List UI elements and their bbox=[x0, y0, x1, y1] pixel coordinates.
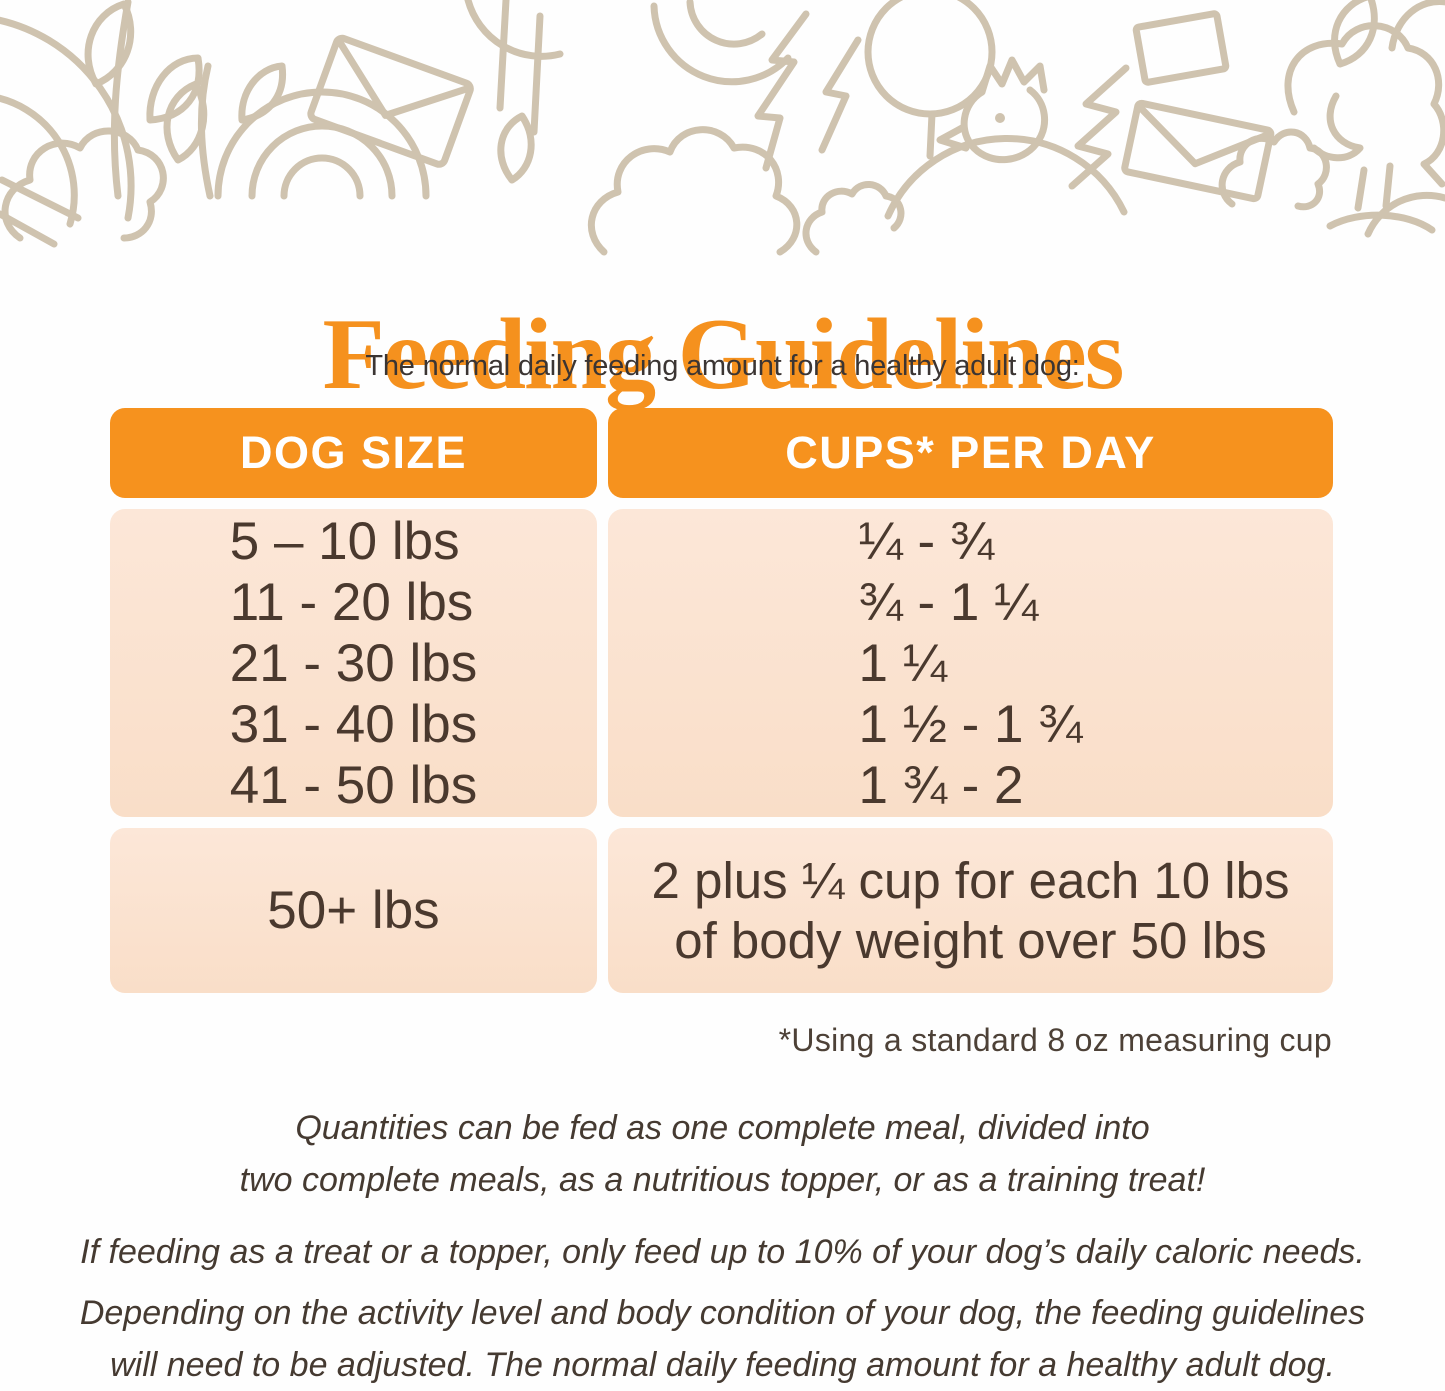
cup-amount-list: ¼ - ¾ ¾ - 1 ¼ 1 ¼ 1 ½ - 1 ¾ 1 ¾ - 2 bbox=[859, 511, 1083, 816]
rainbow-arc-icon bbox=[884, 135, 1128, 220]
grass-icon bbox=[754, 10, 810, 172]
dog-size-list: 5 – 10 lbs 11 - 20 lbs 21 - 30 lbs 31 - … bbox=[230, 511, 477, 816]
cup-amount-50-plus: 2 plus ¼ cup for each 10 lbs of body wei… bbox=[652, 851, 1290, 971]
chick-stem-icon bbox=[926, 110, 936, 160]
table-row: of body weight over 50 lbs bbox=[674, 911, 1267, 969]
hen-pecking-icon bbox=[1284, 22, 1445, 188]
note-line: Depending on the activity level and body… bbox=[79, 1294, 1366, 1332]
envelope-icon bbox=[307, 34, 474, 168]
table-row: 1 ¼ bbox=[858, 633, 947, 693]
rainbow-arc-icon bbox=[214, 88, 430, 200]
leaf-icon bbox=[163, 80, 208, 164]
rainbow-arc-icon bbox=[280, 154, 364, 200]
table-row: 5 – 10 lbs bbox=[229, 511, 460, 571]
sun-icon bbox=[686, 0, 766, 48]
cloud-icon bbox=[1, 127, 167, 242]
table-row: 2 plus ¼ cup for each 10 lbs bbox=[651, 851, 1290, 909]
rooster-comb-icon bbox=[978, 56, 1048, 96]
feeding-note-activity: Depending on the activity level and body… bbox=[0, 1287, 1445, 1391]
leaf-icon bbox=[146, 54, 203, 124]
hen-leg-icon bbox=[1354, 166, 1368, 212]
header-decoration bbox=[0, 0, 1445, 268]
hen-leg-icon bbox=[1382, 162, 1394, 210]
column-header-dog-size: DOG SIZE bbox=[110, 408, 597, 498]
card-icon bbox=[1132, 10, 1230, 86]
table-row: 31 - 40 lbs bbox=[229, 694, 478, 754]
table-cell-cup-amounts: ¼ - ¾ ¾ - 1 ¼ 1 ¼ 1 ½ - 1 ¾ 1 ¾ - 2 bbox=[608, 509, 1333, 817]
table-row: 50+ lbs bbox=[267, 881, 440, 940]
table-cell-dog-sizes: 5 – 10 lbs 11 - 20 lbs 21 - 30 lbs 31 - … bbox=[110, 509, 597, 817]
flower-stem-icon bbox=[530, 12, 544, 136]
feeding-note-meals: Quantities can be fed as one complete me… bbox=[0, 1102, 1445, 1206]
feeding-note-treat: If feeding as a treat or a topper, only … bbox=[0, 1226, 1445, 1278]
column-header-label: CUPS* PER DAY bbox=[785, 427, 1156, 478]
note-line: If feeding as a treat or a topper, only … bbox=[80, 1233, 1365, 1271]
rooster-eye-icon bbox=[995, 113, 1005, 123]
rainbow-arc-icon bbox=[248, 122, 396, 200]
measuring-cup-footnote: *Using a standard 8 oz measuring cup bbox=[778, 1022, 1332, 1058]
table-row: 11 - 20 lbs bbox=[229, 572, 474, 632]
hen-wing-icon bbox=[1310, 92, 1364, 162]
note-line: will need to be adjusted. The normal dai… bbox=[110, 1346, 1335, 1384]
zigzag-icon bbox=[1068, 64, 1130, 190]
table-row: 41 - 50 lbs bbox=[229, 755, 478, 815]
rooster-icon bbox=[960, 86, 1049, 164]
cloud-icon bbox=[802, 181, 905, 256]
cloud-icon bbox=[587, 126, 801, 256]
bush-icon bbox=[1218, 128, 1330, 211]
envelope-icon bbox=[1121, 99, 1275, 203]
table-row: ¼ - ¾ bbox=[858, 511, 995, 571]
table-cell-50-plus: 50+ lbs bbox=[110, 828, 597, 993]
leaf-icon bbox=[1331, 0, 1378, 68]
rainbow-arc-icon bbox=[0, 16, 135, 222]
grass-icon bbox=[818, 36, 862, 154]
leaf-icon bbox=[1388, 0, 1445, 52]
page-title: Feeding Guidelines bbox=[322, 298, 1125, 412]
note-line: two complete meals, as a nutritious topp… bbox=[239, 1161, 1206, 1199]
flower-stem-icon bbox=[496, 0, 510, 112]
table-row: 1 ¾ - 2 bbox=[858, 755, 1024, 815]
table-row: 1 ½ - 1 ¾ bbox=[858, 694, 1083, 754]
leaf-icon bbox=[84, 0, 135, 88]
table-cell-50-plus-cups: 2 plus ¼ cup for each 10 lbs of body wei… bbox=[608, 828, 1333, 993]
rainbow-arc-icon bbox=[1364, 191, 1445, 238]
column-header-label: DOG SIZE bbox=[239, 427, 468, 478]
feeding-guidelines-table: DOG SIZE CUPS* PER DAY 5 – 10 lbs 11 - 2… bbox=[110, 408, 1333, 993]
sun-icon bbox=[650, 2, 792, 86]
page-subtitle: The normal daily feeding amount for a he… bbox=[365, 350, 1080, 382]
leaf-icon bbox=[497, 112, 535, 184]
leaf-sprig-icon bbox=[110, 0, 132, 200]
flower-icon bbox=[464, 0, 564, 60]
farm-line-art bbox=[0, 0, 1445, 256]
table-row: 21 - 30 lbs bbox=[229, 633, 478, 693]
table-row: ¾ - 1 ¼ bbox=[858, 572, 1039, 632]
note-line: Quantities can be fed as one complete me… bbox=[295, 1109, 1150, 1147]
column-header-cups-per-day: CUPS* PER DAY bbox=[608, 408, 1333, 498]
